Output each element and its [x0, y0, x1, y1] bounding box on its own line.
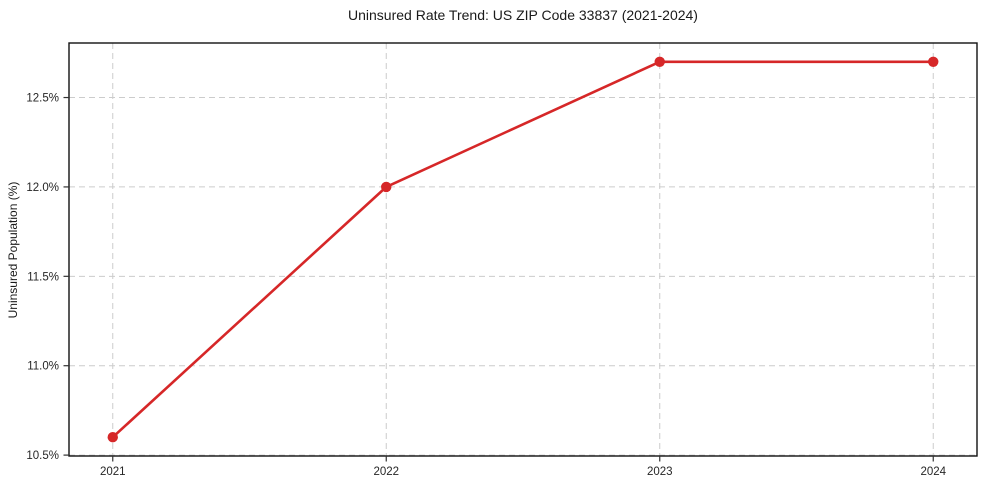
y-tick-label: 11.0%	[27, 361, 59, 373]
x-tick-label: 2021	[100, 466, 126, 478]
x-tick-label: 2022	[373, 466, 399, 478]
data-point-2022	[381, 181, 392, 193]
data-point-2021	[107, 432, 118, 443]
y-axis-label: Uninsured Population (%)	[6, 181, 20, 319]
x-tick-label: 2024	[920, 466, 946, 478]
x-tick-label: 2023	[647, 466, 673, 478]
chart-title: Uninsured Rate Trend: US ZIP Code 33837 …	[348, 7, 698, 23]
trend-line	[111, 60, 935, 439]
y-tick-label: 11.5%	[27, 271, 59, 283]
y-tick-label: 12.5%	[26, 93, 59, 105]
plot-border	[68, 42, 978, 457]
data-point-2023	[654, 56, 665, 67]
y-tick-label: 10.5%	[26, 450, 59, 462]
data-point-2024	[928, 56, 939, 67]
y-tick-label: 12.0%	[26, 182, 59, 194]
